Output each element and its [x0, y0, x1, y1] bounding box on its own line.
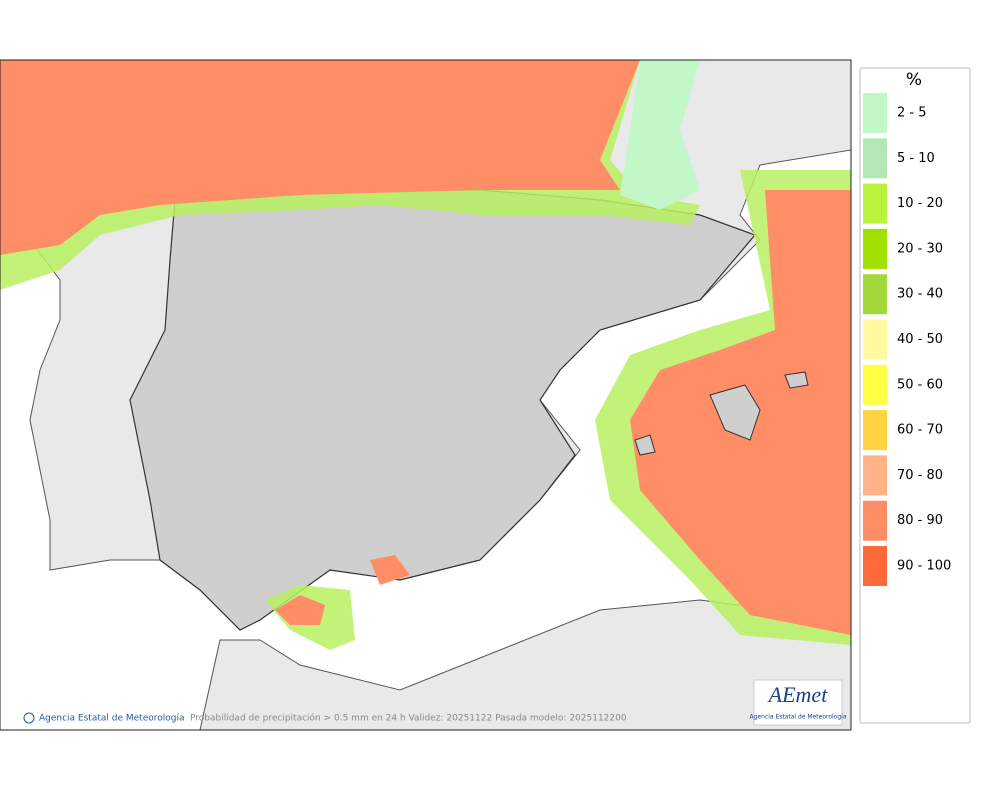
mallorca — [709, 384, 761, 441]
legend-label: 30 - 40 — [897, 287, 943, 302]
south-high — [275, 595, 325, 625]
caption: Probabilidad de precipitación > 0.5 mm e… — [190, 713, 627, 724]
legend-label: 20 - 30 — [897, 241, 943, 256]
logo-subtitle: Agencia Estatal de Meteorología — [750, 714, 847, 721]
ibiza — [634, 434, 656, 456]
legend-label: 10 - 20 — [897, 196, 943, 211]
legend-swatch — [863, 183, 887, 224]
legend-swatch — [863, 274, 887, 315]
legend-label: 40 - 50 — [897, 332, 943, 347]
credit: Agencia Estatal de Meteorología — [39, 714, 185, 724]
legend-swatch — [863, 455, 887, 496]
legend-label: 90 - 100 — [897, 559, 951, 574]
legend-title: % — [906, 70, 922, 90]
legend-swatch — [863, 546, 887, 586]
legend-swatch — [863, 93, 887, 133]
legend-swatch — [863, 500, 887, 541]
logo-text: AEmet — [767, 682, 829, 707]
legend-swatch — [863, 138, 887, 179]
north-east-low — [620, 60, 700, 210]
legend-label: 70 - 80 — [897, 468, 943, 483]
legend-items: 2 - 5 5 - 10 10 - 20 20 - 30 30 - 40 40 - 50 5… — [863, 93, 951, 586]
copyright-icon — [23, 712, 35, 724]
north-high — [0, 60, 640, 255]
map-frame — [0, 59, 852, 731]
logo-box — [753, 679, 843, 726]
legend-swatch — [863, 319, 887, 360]
legend-label: 50 - 60 — [897, 377, 943, 392]
map — [0, 59, 852, 731]
legend-swatch — [863, 364, 887, 405]
legend-swatch — [863, 228, 887, 269]
legend-label: 60 - 70 — [897, 423, 943, 438]
legend-box — [859, 67, 971, 724]
menorca — [784, 371, 809, 389]
south-east-high — [370, 555, 410, 585]
legend-swatch — [863, 410, 887, 451]
legend-label: 2 - 5 — [897, 106, 927, 121]
legend-label: 5 - 10 — [897, 151, 935, 166]
legend-label: 80 - 90 — [897, 513, 943, 528]
